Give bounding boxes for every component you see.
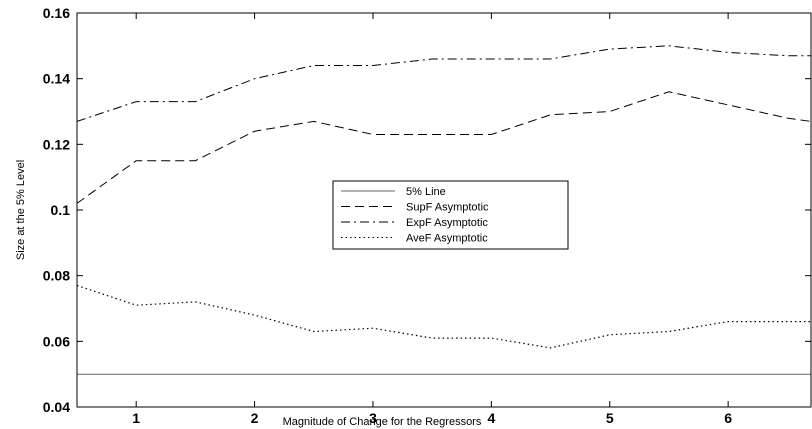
x-tick-label: 3 <box>369 410 377 426</box>
legend: 5% Line SupF Asymptotic ExpF Asymptotic Ave… <box>332 180 569 250</box>
x-tick-label: 6 <box>724 410 732 426</box>
y-tick-label: 0.14 <box>43 71 70 87</box>
y-tick-label: 0.16 <box>43 5 70 21</box>
x-tick-label: 2 <box>251 410 259 426</box>
x-tick-label: 5 <box>606 410 614 426</box>
y-tick-label: 0.04 <box>43 399 70 415</box>
series-line-4 <box>76 284 811 349</box>
y-tick-label: 0.1 <box>51 202 71 218</box>
x-tick-label: 1 <box>132 410 140 426</box>
y-tick-label: 0.08 <box>43 268 70 284</box>
series-layer <box>76 45 812 375</box>
series-line-3 <box>76 45 811 122</box>
legend-entry-label: ExpF Asymptotic <box>406 217 488 229</box>
legend-entry-label: SupF Asymptotic <box>406 202 489 214</box>
series-line-2 <box>76 91 812 204</box>
y-axis-label: Size at the 5% Level <box>15 160 27 260</box>
legend-box <box>332 180 569 250</box>
ticks-layer: 1 2 3 4 5 6 0.04 0.06 0.08 0.1 0.12 0.14 0.16 <box>43 5 811 426</box>
y-tick-label: 0.12 <box>43 136 70 152</box>
x-tick-label: 4 <box>487 410 495 426</box>
legend-entry-label: AveF Asymptotic <box>406 233 488 245</box>
x-axis-label: Magnitude of Change for the Regressors <box>283 416 482 428</box>
legend-entry-label: 5% Line <box>406 186 446 198</box>
y-tick-label: 0.06 <box>43 333 70 349</box>
